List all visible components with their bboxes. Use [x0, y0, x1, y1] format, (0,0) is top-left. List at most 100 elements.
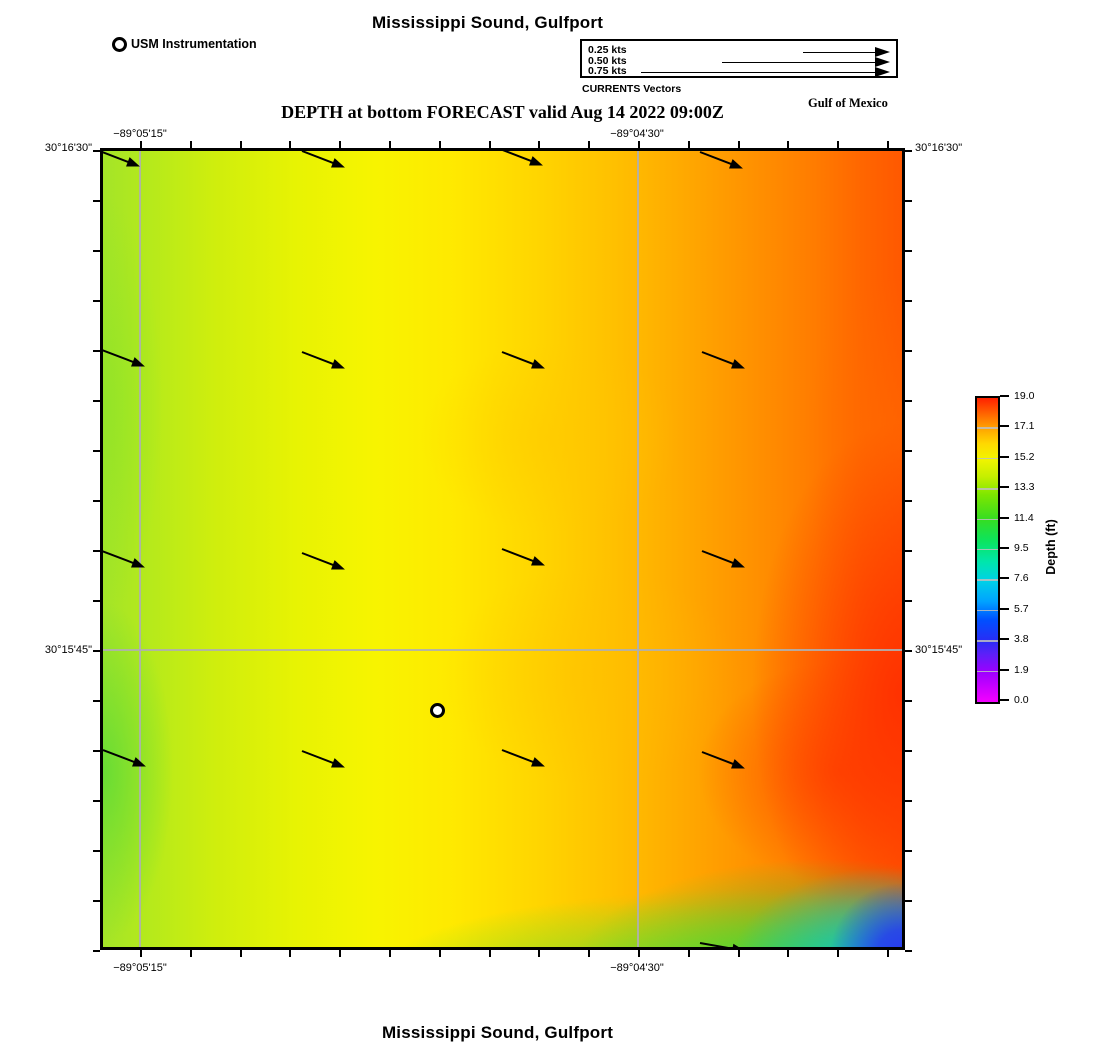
axis-tick: [538, 950, 541, 957]
colorbar-separator: [977, 518, 998, 520]
axis-tick: [905, 800, 912, 802]
current-vector: [701, 751, 747, 774]
axis-tick: [93, 650, 100, 652]
y-tick-label-right: 30°15'45": [915, 644, 963, 656]
legend-arrow: [641, 67, 890, 77]
current-vector-head-icon: [132, 757, 148, 772]
current-vector-shaft: [301, 552, 336, 567]
current-vector-shaft: [301, 750, 336, 765]
colorbar-tick-label: 11.4: [1014, 511, 1034, 524]
graticule-line: [637, 151, 639, 947]
axis-tick: [905, 200, 912, 202]
x-tick-label-top: −89°05'15": [113, 128, 167, 140]
y-tick-label-left: 30°16'30": [44, 142, 92, 154]
current-vector-head-icon: [131, 357, 147, 372]
current-vector: [301, 151, 347, 173]
colorbar-separator: [977, 609, 998, 612]
page-title: Mississippi Sound, Gulfport: [371, 13, 604, 32]
colorbar-separator: [977, 640, 998, 642]
colorbar-tick: [1000, 547, 1009, 549]
colorbar-tick-label: 3.8: [1014, 633, 1029, 646]
axis-tick: [905, 900, 912, 902]
legend-arrowhead-icon: [875, 47, 890, 57]
axis-tick: [905, 550, 912, 552]
axis-tick: [737, 950, 740, 957]
colorbar-separator: [977, 427, 998, 429]
axis-tick: [837, 950, 840, 957]
axis-tick: [837, 141, 840, 148]
axis-tick: [93, 950, 100, 952]
current-vector-shaft: [699, 151, 734, 166]
current-vector-shaft: [699, 942, 736, 947]
current-vector-head-icon: [731, 359, 747, 374]
current-vector-shaft: [701, 351, 736, 366]
axis-tick: [488, 950, 491, 957]
colorbar-separator: [977, 549, 998, 551]
x-tick-label-bottom: −89°04'30": [610, 962, 664, 974]
currents-legend-caption: CURRENTS Vectors: [582, 83, 682, 95]
axis-tick: [93, 200, 100, 202]
current-vector-shaft: [301, 151, 336, 165]
axis-tick: [93, 450, 100, 452]
axis-tick: [588, 950, 591, 957]
axis-tick: [638, 950, 640, 957]
axis-tick: [339, 950, 342, 957]
current-vector: [301, 750, 347, 773]
axis-tick: [538, 141, 541, 148]
current-vector-shaft: [701, 751, 736, 766]
current-vector-head-icon: [531, 556, 547, 571]
colorbar-tick-label: 1.9: [1014, 663, 1029, 676]
axis-tick: [787, 950, 790, 957]
legend-arrowhead-icon: [875, 67, 890, 77]
graticule-line: [139, 151, 141, 947]
current-vector-head-icon: [331, 359, 347, 374]
axis-tick: [93, 600, 100, 602]
current-vector: [501, 548, 547, 571]
axis-tick: [93, 900, 100, 902]
axis-tick: [905, 300, 912, 302]
colorbar-separator: [977, 457, 998, 460]
axis-tick: [93, 750, 100, 752]
axis-tick: [93, 550, 100, 552]
legend-speed-label: 0.50 kts: [588, 54, 627, 67]
current-vector-head-icon: [731, 759, 747, 774]
current-vector: [699, 942, 747, 947]
current-vector-shaft: [301, 351, 336, 366]
axis-tick: [239, 141, 242, 148]
current-vector: [501, 351, 547, 374]
axis-tick: [289, 950, 292, 957]
axis-tick: [737, 141, 740, 148]
legend-speed-label: 0.75 kts: [588, 65, 627, 77]
axis-tick: [905, 650, 912, 652]
station-marker-icon: [112, 36, 127, 52]
axis-tick: [239, 950, 242, 957]
colorbar-tick: [1000, 607, 1009, 610]
legend-arrowhead-icon: [875, 57, 890, 67]
region-label: Gulf of Mexico: [808, 96, 888, 110]
axis-tick: [140, 141, 142, 148]
colorbar-tick: [1000, 699, 1009, 701]
axis-tick: [905, 450, 912, 452]
colorbar-separator: [977, 488, 998, 490]
axis-tick: [93, 350, 100, 352]
current-vector-shaft: [103, 349, 136, 364]
axis-tick: [93, 300, 100, 302]
colorbar-tick: [1000, 395, 1009, 397]
colorbar-tick-label: 15.2: [1014, 450, 1035, 463]
station-legend-label: USM Instrumentation: [131, 37, 257, 51]
axis-tick: [189, 141, 192, 148]
current-vector-head-icon: [331, 158, 347, 173]
axis-tick: [905, 250, 912, 252]
legend-arrow: [803, 47, 890, 57]
colorbar-tick: [1000, 668, 1009, 671]
colorbar-label: Depth (ft): [1044, 519, 1058, 575]
axis-tick: [438, 950, 441, 957]
colorbar-tick: [1000, 486, 1009, 489]
colorbar-tick: [1000, 638, 1009, 641]
axis-tick: [787, 141, 790, 148]
current-vector-shaft: [103, 749, 137, 764]
current-vector-shaft: [501, 749, 536, 764]
current-vector: [499, 151, 545, 171]
axis-tick: [905, 950, 912, 952]
